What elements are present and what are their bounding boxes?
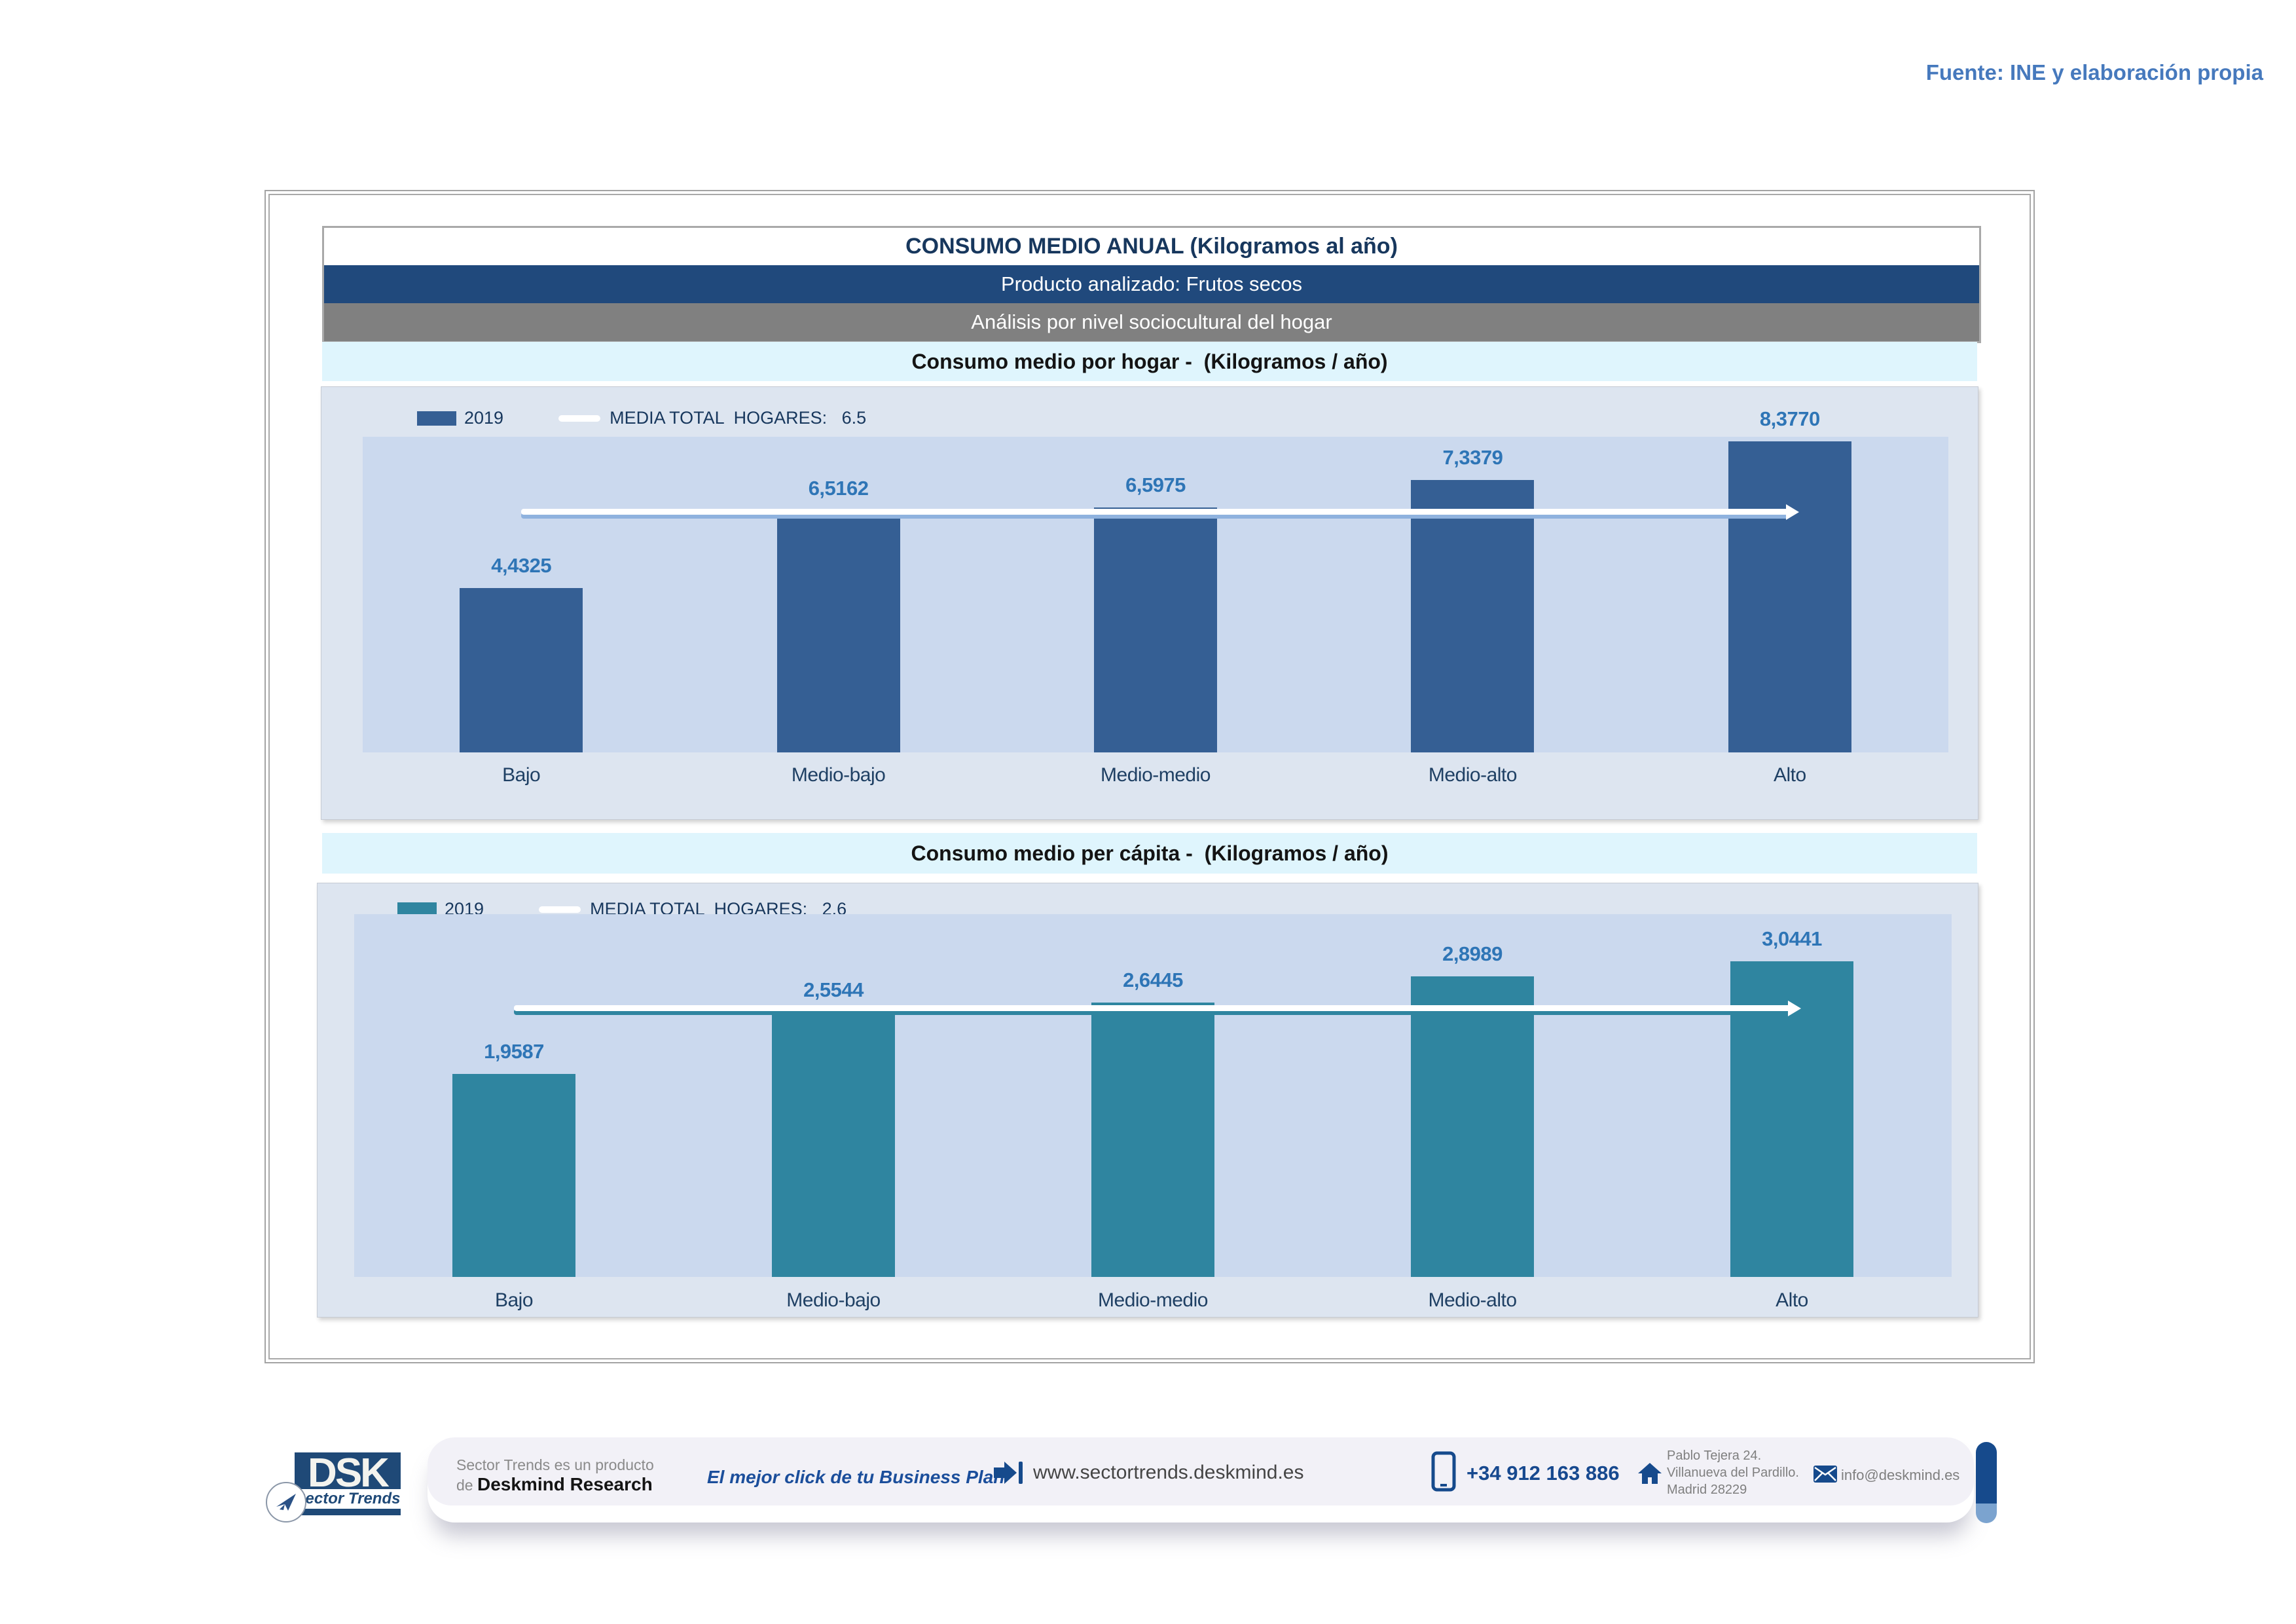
product-band: Producto analizado: Frutos secos — [324, 265, 1979, 303]
phone-icon — [1431, 1451, 1456, 1495]
dsk-logo-subtext: Sector Trends — [291, 1489, 405, 1509]
chart-consumo-percapita: 2019 MEDIA TOTAL HOGARES: 2.6 1,9587 2,55… — [317, 883, 1978, 1318]
category-labels: Bajo Medio-bajo Medio-medio Medio-alto Alto — [354, 1289, 1952, 1312]
footer-phone-number[interactable]: +34 912 163 886 — [1467, 1462, 1620, 1485]
footer-website-link[interactable]: www.sectortrends.deskmind.es — [1033, 1462, 1304, 1483]
footer-product-line2: de Deskmind Research — [456, 1474, 653, 1495]
arrow-link-icon — [994, 1462, 1023, 1487]
bar-medio-bajo — [772, 1012, 895, 1277]
dsk-logo: DSK Sector Trends — [266, 1450, 410, 1531]
bar-value-label: 4,4325 — [491, 553, 552, 577]
report-panel: CONSUMO MEDIO ANUAL (Kilogramos al año) … — [264, 190, 2035, 1363]
bar-slot: 3,0441 — [1632, 914, 1952, 1277]
dsk-logo-text: DSK — [308, 1450, 390, 1496]
category-label: Medio-bajo — [791, 764, 886, 786]
bar-alto — [1728, 441, 1851, 752]
section-title-percapita: Consumo medio per cápita - (Kilogramos /… — [322, 833, 1977, 874]
bar-medio-medio — [1094, 507, 1218, 752]
bar-value-label: 2,5544 — [803, 978, 864, 1001]
category-label: Medio-medio — [1098, 1289, 1208, 1311]
chart-legend: 2019 MEDIA TOTAL HOGARES: 6.5 — [417, 408, 866, 428]
category-label: Medio-alto — [1428, 764, 1518, 786]
media-total-line — [521, 509, 1790, 515]
home-icon — [1638, 1463, 1662, 1487]
header-table: CONSUMO MEDIO ANUAL (Kilogramos al año) … — [322, 226, 1981, 343]
legend-year-swatch — [397, 902, 437, 917]
category-label: Alto — [1773, 764, 1806, 786]
bar-bajo — [460, 587, 583, 752]
footer-slogan: El mejor click de tu Business Plan — [707, 1467, 1005, 1487]
source-note: Fuente: INE y elaboración propia — [1925, 60, 2263, 84]
bar-medio-alto — [1411, 479, 1535, 752]
footer-email[interactable]: info@deskmind.es — [1841, 1467, 1960, 1483]
plot-area: 1,9587 2,5544 2,6445 2,8989 3,0441 — [354, 914, 1952, 1277]
footer-product-line1: Sector Trends es un producto — [456, 1456, 654, 1473]
chart-consumo-hogar: 2019 MEDIA TOTAL HOGARES: 6.5 4,4325 6,51… — [321, 386, 1978, 820]
bar-slot: 6,5975 — [997, 437, 1314, 752]
category-label: Medio-medio — [1101, 764, 1211, 786]
section-title-hogar: Consumo medio por hogar - (Kilogramos / … — [322, 342, 1977, 381]
bar-slot: 7,3379 — [1314, 437, 1631, 752]
legend-year-swatch — [417, 411, 456, 426]
bar-slot: 8,3770 — [1631, 407, 1948, 752]
bar-value-label: 1,9587 — [484, 1039, 544, 1063]
bar-value-label: 2,8989 — [1442, 942, 1503, 966]
bar-slot: 1,9587 — [354, 914, 674, 1277]
bar-medio-bajo — [776, 510, 900, 752]
category-label: Bajo — [502, 764, 541, 786]
report-title: CONSUMO MEDIO ANUAL (Kilogramos al año) — [324, 228, 1979, 265]
bar-value-label: 7,3379 — [1442, 445, 1503, 469]
footer-address: Pablo Tejera 24. Villanueva del Pardillo… — [1667, 1447, 1799, 1498]
footer-product-line2-prefix: de — [456, 1477, 477, 1494]
footer-bar — [428, 1437, 1974, 1522]
category-label: Alto — [1776, 1289, 1808, 1311]
legend-media-label: MEDIA TOTAL HOGARES: 6.5 — [610, 408, 867, 428]
legend-media-swatch — [539, 906, 581, 913]
category-label: Medio-alto — [1428, 1289, 1517, 1311]
plot-area: 4,4325 6,5162 6,5975 7,3379 8,3770 — [363, 407, 1948, 752]
bar-slot: 2,5544 — [674, 914, 993, 1277]
bar-value-label: 3,0441 — [1762, 927, 1822, 951]
category-label: Bajo — [494, 1289, 534, 1311]
legend-year-label: 2019 — [464, 408, 504, 428]
footer-address-line3: Madrid 28229 — [1667, 1483, 1747, 1497]
footer-accent-pill — [1976, 1442, 1997, 1523]
media-total-line — [514, 1005, 1792, 1012]
bar-value-label: 6,5162 — [808, 476, 869, 500]
bar-value-label: 6,5975 — [1125, 473, 1186, 496]
bar-slot: 6,5162 — [680, 437, 996, 752]
bar-value-label: 8,3770 — [1759, 407, 1820, 430]
footer-address-line2: Villanueva del Pardillo. — [1667, 1466, 1799, 1480]
mail-icon — [1813, 1466, 1837, 1486]
bar-slot: 2,6445 — [993, 914, 1313, 1277]
legend-media-swatch — [558, 415, 601, 422]
category-labels: Bajo Medio-bajo Medio-medio Medio-alto Alto — [363, 764, 1948, 786]
footer-company-name: Deskmind Research — [477, 1474, 653, 1494]
bar-medio-alto — [1411, 976, 1534, 1277]
footer-address-line1: Pablo Tejera 24. — [1667, 1449, 1762, 1463]
paper-plane-icon — [266, 1482, 306, 1522]
bar-medio-medio — [1091, 1003, 1214, 1277]
category-label: Medio-bajo — [786, 1289, 881, 1311]
analysis-band: Análisis por nivel sociocultural del hog… — [324, 303, 1979, 341]
bar-slot: 2,8989 — [1313, 914, 1632, 1277]
bar-slot: 4,4325 — [363, 437, 680, 752]
bar-value-label: 2,6445 — [1123, 969, 1183, 992]
footer-bar-surface — [428, 1437, 1974, 1505]
bar-bajo — [452, 1073, 575, 1277]
dsk-logo-box: DSK Sector Trends — [291, 1450, 405, 1515]
